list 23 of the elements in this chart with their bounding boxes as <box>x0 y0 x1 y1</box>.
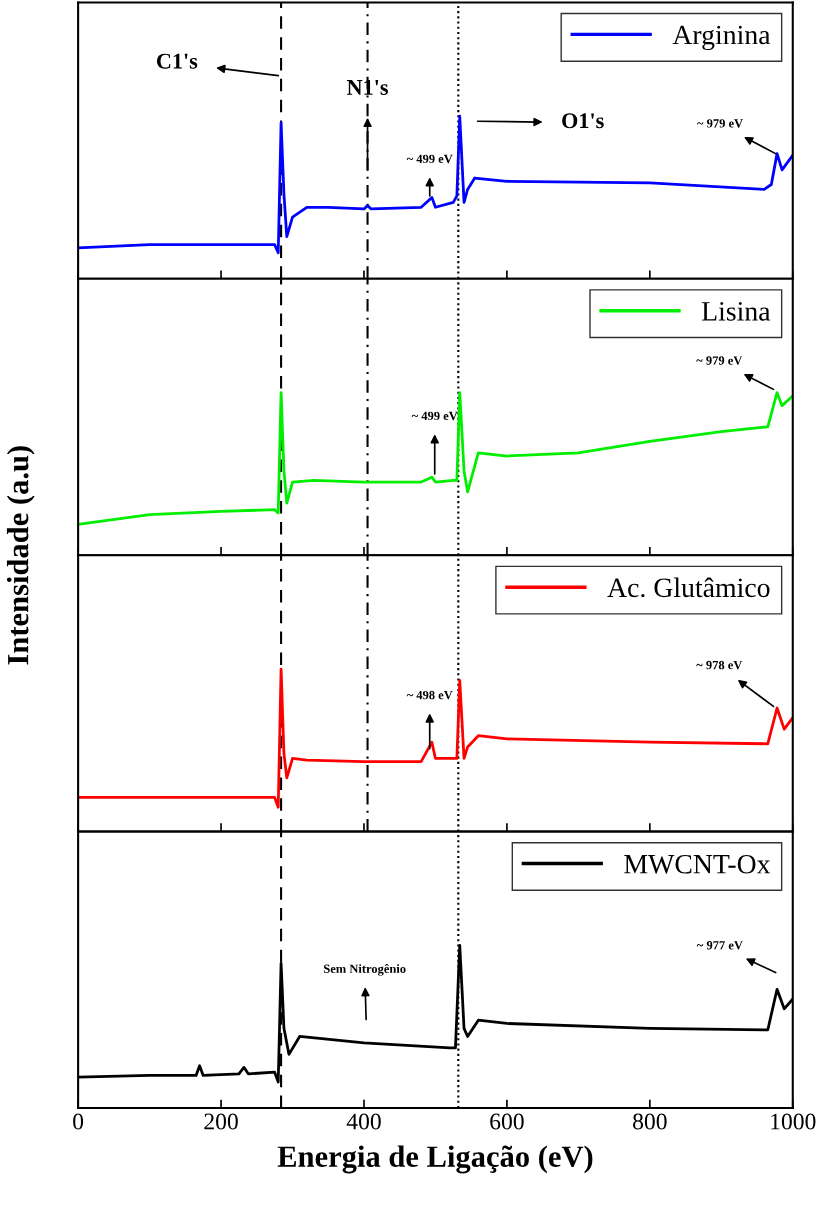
legend-label: Ac. Glutâmico <box>607 577 770 598</box>
annotation: ~ 978 eV <box>696 660 743 670</box>
y-axis-title: Intensidade (a.u) <box>6 446 35 665</box>
annotation: ~ 977 eV <box>696 941 743 950</box>
annotation: ~ 498 eV <box>406 690 453 700</box>
annotation: C1's <box>156 53 198 69</box>
x-tick-label: 600 <box>490 1113 524 1130</box>
legend-label: Lisina <box>701 302 771 321</box>
annotation: Sem Nitrogênio <box>323 964 406 976</box>
annotation: O1's <box>562 113 604 129</box>
x-tick-label: 0 <box>73 1113 84 1130</box>
annotation: ~ 979 eV <box>696 356 743 365</box>
x-axis-title: Energia de Ligação (eV) <box>277 1145 593 1174</box>
legend-label: Arginina <box>672 25 771 51</box>
x-tick-label: 800 <box>633 1113 667 1130</box>
annotation: ~ 499 eV <box>406 154 453 164</box>
annotation: N1's <box>346 80 388 95</box>
legend-label: MWCNT-Ox <box>624 854 771 874</box>
x-tick-label: 400 <box>346 1113 381 1130</box>
x-tick-label: 200 <box>204 1113 238 1130</box>
annotation: ~ 499 eV <box>411 411 458 421</box>
annotation: ~ 979 eV <box>697 119 743 128</box>
x-tick-label: 1000 <box>771 1113 816 1130</box>
